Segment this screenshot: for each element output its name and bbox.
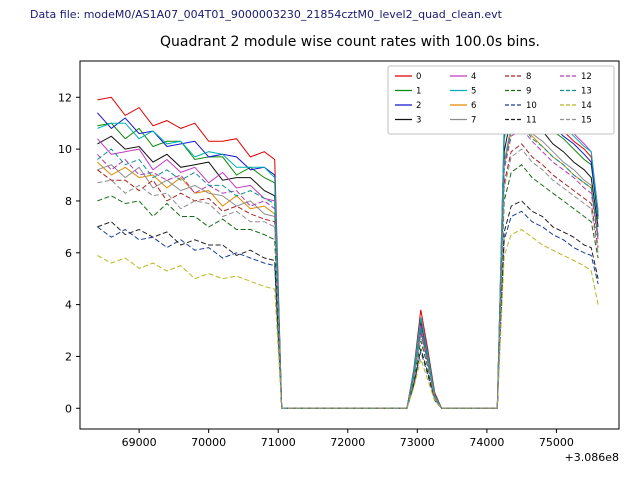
x-tick-label: 75000 — [539, 436, 574, 449]
legend-label-14: 14 — [581, 101, 592, 111]
x-tick-label: 69000 — [122, 436, 157, 449]
x-axis-offset-label: +3.086e8 — [564, 451, 619, 464]
series-line-7 — [97, 117, 599, 409]
series-line-2 — [97, 86, 599, 409]
legend-label-4: 4 — [471, 72, 476, 82]
series-line-15 — [97, 148, 599, 409]
series-line-6 — [97, 122, 599, 409]
axes-spines — [79, 60, 620, 430]
series-line-10 — [97, 210, 599, 409]
y-tick-label: 8 — [65, 195, 72, 208]
legend-label-9: 9 — [526, 87, 531, 97]
y-tick-label: 6 — [65, 247, 72, 260]
legend-label-11: 11 — [526, 116, 537, 126]
legend-label-10: 10 — [526, 101, 537, 111]
y-tick-label: 4 — [65, 299, 72, 312]
data-file-header: Data file: modeM0/AS1A07_004T01_90000032… — [30, 8, 502, 21]
y-axis-ticks: 0 2 4 6 8 10 12 — [58, 91, 80, 415]
y-tick-label: 10 — [58, 143, 72, 156]
legend-label-0: 0 — [416, 72, 421, 82]
series-line-14 — [97, 228, 599, 409]
x-axis-ticks: 69000 70000 71000 72000 73000 74000 75000 — [122, 429, 574, 449]
legend-label-7: 7 — [471, 116, 476, 126]
x-tick-label: 70000 — [191, 436, 226, 449]
y-tick-label: 2 — [65, 350, 72, 363]
legend-label-6: 6 — [471, 101, 476, 111]
legend-label-15: 15 — [581, 116, 592, 126]
x-tick-label: 73000 — [400, 436, 435, 449]
series-line-11 — [97, 200, 599, 409]
legend-label-2: 2 — [416, 101, 421, 111]
legend-frame — [387, 65, 615, 135]
series-line-3 — [97, 106, 599, 409]
x-tick-label: 71000 — [261, 436, 296, 449]
legend-label-8: 8 — [526, 72, 531, 82]
legend-label-5: 5 — [471, 87, 476, 97]
legend-label-3: 3 — [416, 116, 421, 126]
legend-label-1: 1 — [416, 87, 421, 97]
series-line-13 — [97, 122, 599, 409]
legend-label-13: 13 — [581, 87, 592, 97]
chart-title: Quadrant 2 module wise count rates with … — [160, 34, 540, 50]
series-line-1 — [97, 91, 599, 409]
x-tick-label: 72000 — [330, 436, 365, 449]
y-tick-label: 12 — [58, 91, 72, 104]
x-tick-label: 74000 — [469, 436, 504, 449]
y-tick-label: 0 — [65, 402, 72, 415]
legend-label-12: 12 — [581, 72, 592, 82]
series-line-9 — [97, 164, 599, 409]
